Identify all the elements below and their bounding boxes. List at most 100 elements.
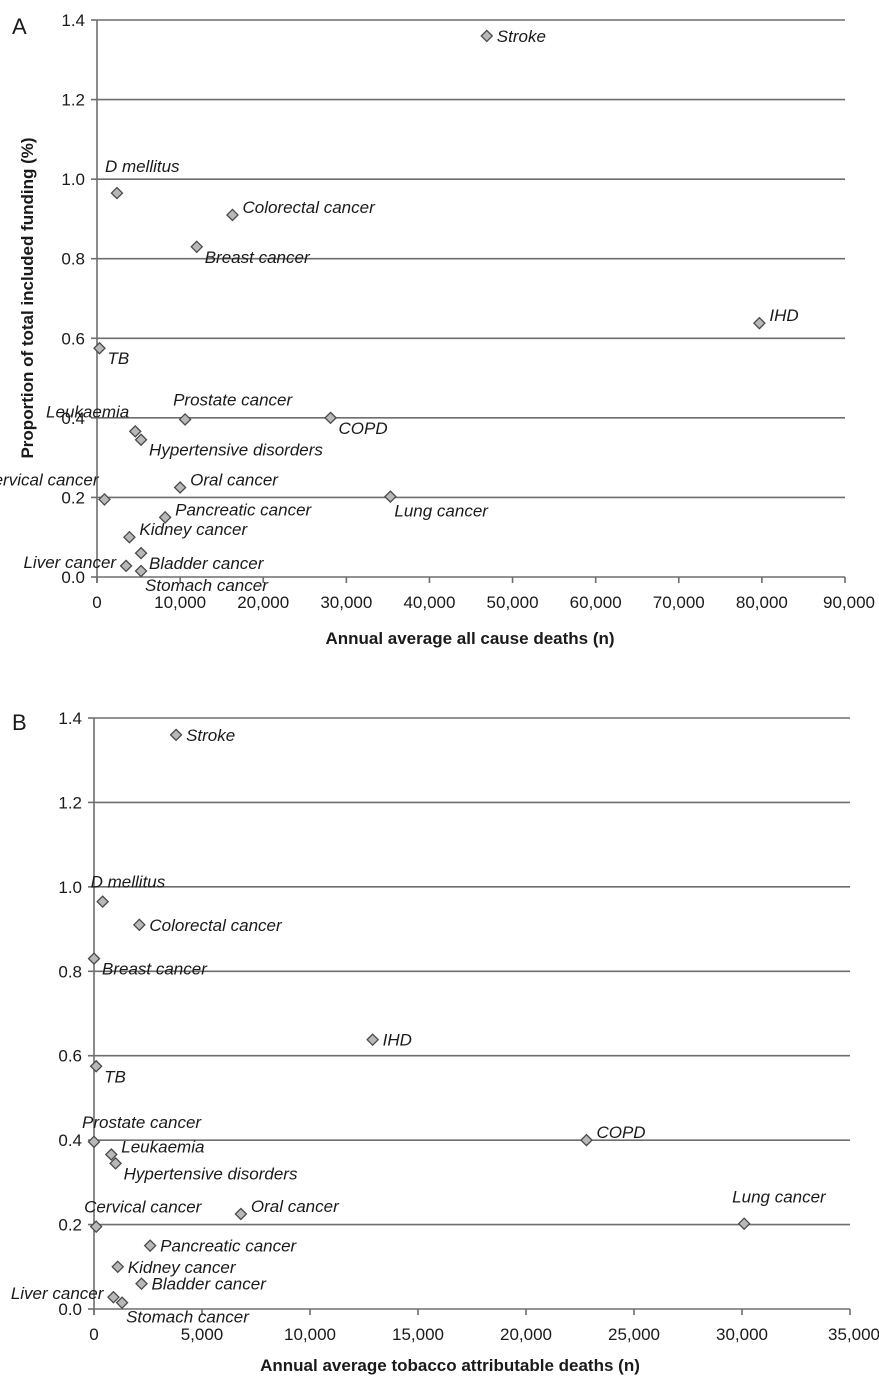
x-tick-label: 0 bbox=[89, 1325, 98, 1344]
data-point-label: Kidney cancer bbox=[128, 1258, 237, 1277]
data-point-label: Pancreatic cancer bbox=[175, 500, 312, 519]
y-tick-label: 0.6 bbox=[58, 1047, 82, 1066]
x-tick-label: 25,000 bbox=[608, 1325, 660, 1344]
data-point-label: Breast cancer bbox=[102, 960, 208, 979]
data-point-label: Stomach cancer bbox=[145, 576, 269, 595]
data-point-label: Lung cancer bbox=[394, 502, 489, 521]
panel-b-y-tick-labels: 0.0 0.2 0.4 0.6 0.8 1.0 1.2 1.4 bbox=[58, 709, 82, 1319]
panel-b-point-labels: Stroke D mellitus Colorectal cancer Breast … bbox=[11, 726, 827, 1327]
panel-a-x-axis-title: Annual average all cause deaths (n) bbox=[325, 629, 614, 648]
panel-b-gridlines bbox=[94, 717, 850, 1226]
data-point-marker bbox=[119, 559, 133, 573]
data-point-marker bbox=[737, 1217, 751, 1231]
data-point-marker bbox=[110, 186, 124, 200]
y-tick-label: 0.0 bbox=[61, 568, 85, 587]
data-point-label: Oral cancer bbox=[251, 1197, 340, 1216]
x-tick-label: 30,000 bbox=[320, 593, 372, 612]
x-tick-label: 80,000 bbox=[736, 593, 788, 612]
data-point-marker bbox=[169, 728, 183, 742]
data-point-label: Stroke bbox=[186, 726, 235, 745]
y-tick-label: 1.0 bbox=[61, 170, 85, 189]
data-point-label: COPD bbox=[339, 419, 388, 438]
y-tick-label: 0.4 bbox=[58, 1131, 82, 1150]
y-tick-label: 0.2 bbox=[58, 1216, 82, 1235]
data-point-label: Liver cancer bbox=[11, 1284, 105, 1303]
x-tick-label: 5,000 bbox=[181, 1325, 224, 1344]
data-point-marker bbox=[87, 952, 101, 966]
data-point-marker bbox=[178, 413, 192, 426]
y-tick-label: 1.4 bbox=[58, 709, 82, 728]
x-tick-label: 35,000 bbox=[828, 1325, 879, 1344]
x-tick-label: 90,000 bbox=[823, 593, 875, 612]
data-point-marker bbox=[93, 341, 106, 355]
data-point-label: Leukaemia bbox=[121, 1137, 204, 1156]
y-tick-label: 0.6 bbox=[61, 329, 85, 348]
data-point-marker bbox=[132, 918, 146, 932]
panel-a-y-tick-labels: 0.0 0.2 0.4 0.6 0.8 1.0 1.2 1.4 bbox=[61, 11, 85, 587]
data-point-marker bbox=[134, 546, 148, 560]
data-point-marker bbox=[580, 1133, 593, 1147]
panel-b-axes bbox=[88, 717, 851, 1315]
data-point-marker bbox=[104, 1148, 118, 1161]
data-point-marker bbox=[96, 895, 110, 909]
x-tick-label: 40,000 bbox=[403, 593, 455, 612]
data-point-label: Pancreatic cancer bbox=[160, 1237, 297, 1256]
x-tick-label: 15,000 bbox=[392, 1325, 444, 1344]
data-point-marker bbox=[89, 1220, 103, 1234]
y-tick-label: 1.2 bbox=[58, 793, 82, 812]
data-point-marker bbox=[480, 29, 494, 43]
data-point-marker bbox=[98, 492, 111, 506]
panel-b-x-axis-title: Annual average tobacco attributable deat… bbox=[260, 1356, 640, 1375]
y-tick-label: 1.4 bbox=[61, 11, 85, 30]
y-tick-label: 1.2 bbox=[61, 91, 85, 110]
panel-a-letter: A bbox=[12, 14, 27, 39]
y-tick-label: 0.2 bbox=[61, 488, 85, 507]
data-point-label: TB bbox=[107, 349, 129, 368]
data-point-label: Colorectal cancer bbox=[149, 916, 283, 935]
data-point-marker bbox=[383, 490, 397, 504]
data-point-label: Cervical cancer bbox=[84, 1198, 202, 1217]
data-point-marker bbox=[158, 510, 172, 524]
x-tick-label: 20,000 bbox=[237, 593, 289, 612]
data-point-label: Liver cancer bbox=[23, 553, 117, 572]
data-point-marker bbox=[226, 208, 239, 222]
data-point-label: IHD bbox=[769, 306, 798, 325]
data-point-label: IHD bbox=[383, 1031, 412, 1050]
y-tick-label: 0.4 bbox=[61, 409, 85, 428]
data-point-label: Prostate cancer bbox=[82, 1113, 202, 1132]
data-point-marker bbox=[107, 1290, 120, 1304]
data-point-marker bbox=[115, 1296, 129, 1310]
data-point-label: Cervical cancer bbox=[0, 470, 100, 489]
y-tick-label: 0.0 bbox=[58, 1300, 82, 1319]
panel-a-y-axis-title: Proportion of total included funding (%) bbox=[18, 137, 37, 458]
data-point-label: Breast cancer bbox=[205, 248, 311, 267]
data-point-marker bbox=[143, 1239, 157, 1253]
x-tick-label: 10,000 bbox=[154, 593, 206, 612]
data-point-label: Colorectal cancer bbox=[242, 198, 376, 217]
data-point-label: D mellitus bbox=[91, 873, 166, 892]
data-point-marker bbox=[109, 1156, 123, 1170]
data-point-label: Lung cancer bbox=[732, 1188, 827, 1207]
data-point-marker bbox=[122, 530, 136, 544]
x-tick-label: 60,000 bbox=[570, 593, 622, 612]
x-tick-label: 20,000 bbox=[500, 1325, 552, 1344]
data-point-label: Oral cancer bbox=[190, 470, 279, 489]
data-point-label: COPD bbox=[596, 1123, 645, 1142]
x-tick-label: 10,000 bbox=[284, 1325, 336, 1344]
panel-a-axes bbox=[91, 19, 846, 583]
data-point-marker bbox=[128, 424, 142, 438]
data-point-marker bbox=[173, 481, 187, 494]
panel-b-x-tick-labels: 0 5,000 10,000 15,000 20,000 25,000 30,000 35,0… bbox=[89, 1325, 879, 1344]
data-point-label: Hypertensive disorders bbox=[149, 441, 323, 460]
data-point-label: Hypertensive disorders bbox=[124, 1164, 298, 1183]
x-tick-label: 50,000 bbox=[487, 593, 539, 612]
data-point-label: Stroke bbox=[497, 27, 546, 46]
data-point-marker bbox=[134, 433, 148, 447]
panel-a: A 0.0 0.2 0.4 0.6 0.8 1.0 1.2 1.4 0 10,000 20,000… bbox=[0, 11, 875, 648]
panel-b-letter: B bbox=[12, 710, 27, 735]
data-point-marker bbox=[135, 1277, 148, 1291]
data-point-marker bbox=[234, 1207, 248, 1221]
data-point-label: Bladder cancer bbox=[152, 1275, 268, 1294]
x-tick-label: 30,000 bbox=[716, 1325, 768, 1344]
data-point-marker bbox=[324, 411, 337, 425]
